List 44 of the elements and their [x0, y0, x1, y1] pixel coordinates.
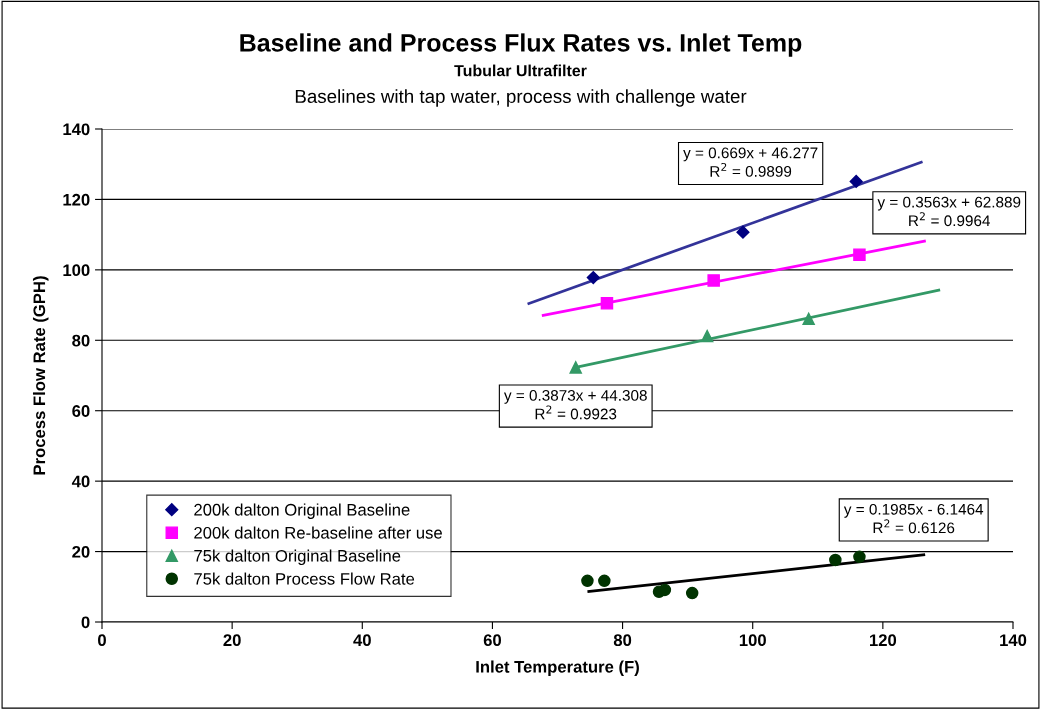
point	[598, 574, 611, 588]
annotation: y = 0.1985x - 6.1464 R$^{2}$ = 0.6126	[843, 503, 984, 534]
annotation: y = 0.669x + 46.277 R$^{2}$ = 0.9899	[683, 147, 818, 177]
x-tick-label: 0	[98, 634, 106, 647]
legend-label: 200k dalton Original Baseline	[194, 503, 410, 519]
point	[600, 297, 614, 310]
text: Tubular Ultrafilter	[454, 64, 587, 77]
point	[849, 174, 863, 189]
x-tick-label: 100	[739, 634, 766, 647]
x-axis-title: Inlet Temperature (F)	[476, 660, 639, 676]
point	[736, 225, 750, 239]
point	[829, 553, 842, 567]
point	[700, 329, 714, 343]
x-tick-label: 80	[613, 634, 632, 647]
point	[853, 550, 866, 564]
annotation: y = 0.3563x + 62.889 R$^{2}$ = 0.9964	[877, 196, 1021, 227]
y-tick-label: 20	[72, 545, 90, 558]
x-tick-label: 120	[870, 634, 897, 647]
y-tick-label: 80	[72, 334, 90, 347]
y-tick-label: 140	[63, 123, 90, 136]
x-tick-label: 40	[353, 634, 371, 647]
y-tick-label: 120	[63, 193, 90, 206]
legend-label: 75k dalton Original Baseline	[194, 549, 401, 566]
chart-title: Baseline and Process Flux Rates vs. Inlet Temp	[240, 33, 802, 57]
point	[569, 361, 582, 374]
y-tick-label: 60	[72, 405, 90, 417]
y-axis-title: Process Flow Rate (GPH)	[32, 276, 49, 475]
point	[802, 312, 815, 326]
point	[707, 274, 720, 287]
y-tick-label: 100	[63, 264, 90, 277]
point	[658, 583, 672, 597]
annotation: y = 0.3873x + 44.308 R$^{2}$ = 0.9923	[503, 390, 647, 420]
x-tick-label: 20	[223, 634, 241, 647]
y-tick-label: 40	[71, 475, 90, 488]
x-tick-label: 60	[483, 634, 502, 647]
point	[685, 586, 699, 600]
text: Baselines with tap water, process with challenge water	[295, 89, 747, 107]
legend-label: 75k dalton Process Flow Rate	[194, 572, 415, 585]
point	[581, 574, 594, 588]
point	[586, 271, 600, 285]
legend-label: 200k dalton Re-baseline after use	[194, 526, 442, 539]
point	[853, 248, 866, 261]
y-tick-label: 0	[81, 616, 90, 629]
x-tick-label: 140	[1000, 634, 1027, 647]
